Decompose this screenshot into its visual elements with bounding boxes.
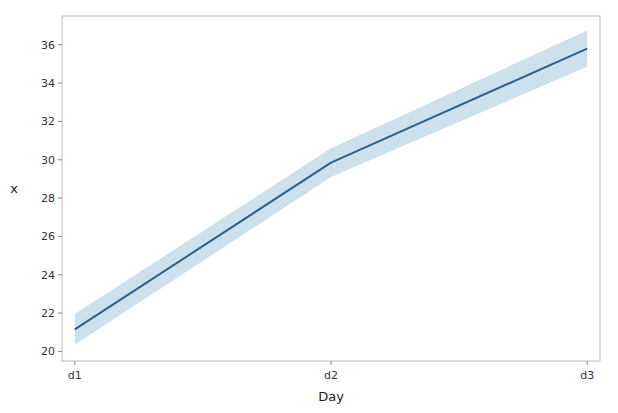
plot-frame xyxy=(62,16,600,361)
mean-line xyxy=(75,49,587,330)
x-tick-label: d1 xyxy=(68,369,82,382)
y-tick xyxy=(58,198,62,199)
y-tick xyxy=(58,83,62,84)
ci-band xyxy=(75,30,587,344)
y-tick xyxy=(58,236,62,237)
x-tick xyxy=(331,361,332,365)
y-tick-label: 26 xyxy=(41,230,55,243)
y-tick-label: 32 xyxy=(41,115,55,128)
x-tick xyxy=(74,361,75,365)
x-tick xyxy=(587,361,588,365)
plot-area xyxy=(75,30,587,344)
y-tick xyxy=(58,274,62,275)
y-tick-label: 34 xyxy=(41,77,55,90)
y-tick-label: 22 xyxy=(41,307,55,320)
y-tick xyxy=(58,313,62,314)
y-tick xyxy=(58,44,62,45)
y-tick-label: 28 xyxy=(41,192,55,205)
x-tick-label: d3 xyxy=(580,369,594,382)
y-tick xyxy=(58,159,62,160)
y-tick-label: 24 xyxy=(41,269,55,282)
y-tick-label: 20 xyxy=(41,345,55,358)
x-tick-label: d2 xyxy=(324,369,338,382)
y-axis-label: x xyxy=(10,181,18,196)
y-tick-label: 36 xyxy=(41,39,55,52)
y-tick xyxy=(58,121,62,122)
chart: 20 22 24 26 28 30 32 34 36 d1 d2 d3 Day x xyxy=(0,0,618,413)
x-axis-label: Day xyxy=(318,389,344,404)
y-tick xyxy=(58,351,62,352)
y-tick-label: 30 xyxy=(41,154,55,167)
